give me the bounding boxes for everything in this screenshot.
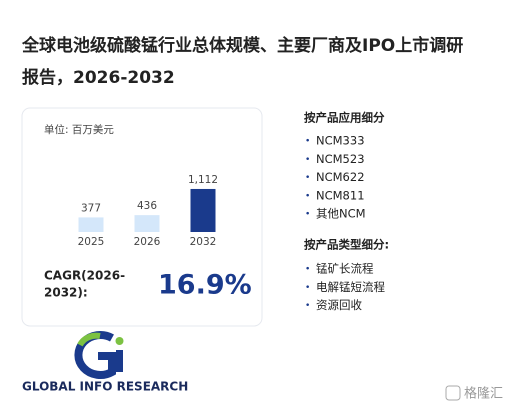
- bar: [78, 217, 104, 232]
- segment-item: NCM811: [316, 188, 365, 202]
- bullet: •: [305, 210, 310, 220]
- bullet: •: [305, 137, 310, 147]
- segment-item: 其他NCM: [316, 207, 366, 221]
- bullet: •: [305, 301, 310, 311]
- cagr-label-1: CAGR(2026-: [44, 269, 125, 283]
- category-label: 2025: [78, 236, 105, 248]
- logo-text: GLOBAL INFO RESEARCH: [22, 380, 188, 394]
- segment-item: NCM333: [316, 134, 365, 148]
- section-heading: 按产品类型细分:: [304, 238, 389, 252]
- segment-item: 电解锰短流程: [316, 280, 385, 294]
- segment-item: 资源回收: [316, 298, 362, 312]
- watermark-icon: [445, 385, 461, 401]
- bar: [134, 215, 160, 232]
- value-label: 377: [81, 202, 101, 214]
- logo-dot: [115, 337, 124, 345]
- title-line-1: 全球电池级硫酸锰行业总体规模、主要厂商及IPO上市调研: [21, 35, 463, 56]
- bullet: •: [305, 173, 310, 183]
- category-label: 2026: [134, 236, 161, 248]
- segment-item: 锰矿长流程: [316, 262, 374, 276]
- bullet: •: [305, 265, 310, 275]
- bullet: •: [305, 283, 310, 293]
- segment-item: NCM523: [316, 152, 365, 166]
- section-heading: 按产品应用细分: [304, 111, 385, 125]
- title-line-2: 报告，2026-2032: [22, 67, 175, 88]
- segment-list: • 锰矿长流程 • 电解锰短流程 • 资源回收: [305, 262, 385, 313]
- logo-arc: [77, 332, 101, 347]
- value-label: 436: [137, 200, 157, 212]
- segment-list: • NCM333 • NCM523 • NCM622 • NCM811 • 其他NCM: [305, 134, 366, 221]
- watermark: 格隆汇: [464, 386, 503, 402]
- cagr-value: 16.9%: [158, 270, 252, 301]
- cagr-label-2: 2032):: [44, 286, 88, 300]
- logo: GLOBAL INFO RESEARCH: [22, 331, 188, 394]
- bullet: •: [305, 155, 310, 165]
- bullet: •: [305, 191, 310, 201]
- value-label: 1,112: [188, 174, 218, 186]
- category-label: 2032: [190, 236, 217, 248]
- unit-label: 单位: 百万美元: [44, 123, 114, 136]
- segment-item: NCM622: [316, 170, 365, 184]
- logo-i: [116, 350, 123, 372]
- bar-chart: 377 2025 436 2026 1,112 2032: [78, 174, 218, 248]
- bar: [190, 188, 216, 232]
